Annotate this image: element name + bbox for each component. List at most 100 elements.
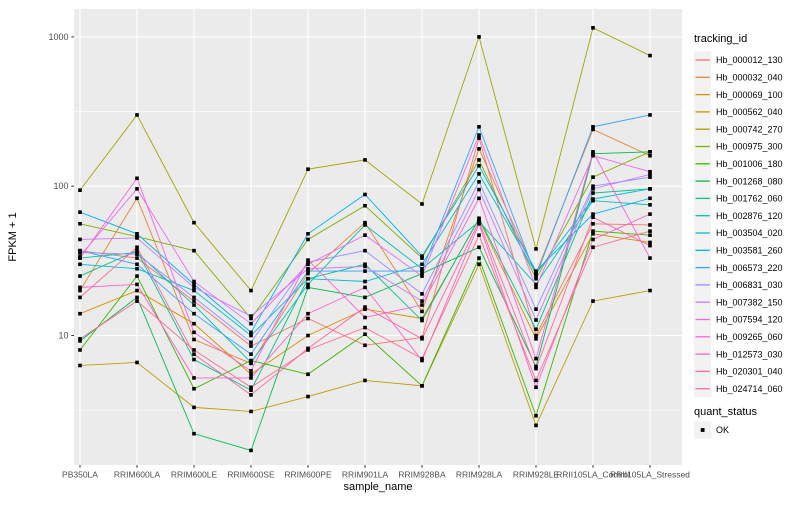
data-point: [249, 340, 253, 345]
data-point: [135, 288, 139, 293]
data-point: [534, 413, 538, 418]
data-point: [192, 282, 196, 287]
data-point: [363, 264, 367, 269]
data-point: [534, 247, 538, 251]
data-point: [249, 409, 253, 414]
data-point: [363, 325, 367, 330]
data-point: [477, 180, 481, 184]
data-point: [534, 385, 538, 390]
data-point: [249, 358, 253, 363]
data-point: [192, 431, 196, 436]
data-point: [78, 363, 82, 368]
data-point: [648, 149, 652, 154]
legend-label: Hb_001006_180: [716, 159, 783, 169]
data-point: [78, 288, 82, 293]
legend-label: Hb_009265_060: [716, 332, 783, 342]
data-point: [477, 35, 481, 39]
legend-item: Hb_012573_030: [694, 345, 783, 363]
x-tick-label: RRIM600PE: [284, 470, 332, 480]
data-point: [78, 339, 82, 343]
data-point: [78, 256, 82, 260]
data-point: [249, 376, 253, 380]
data-point: [420, 274, 424, 278]
data-point: [534, 327, 538, 332]
legend-label: Hb_002876_120: [716, 211, 783, 221]
data-point: [135, 176, 139, 181]
data-point: [306, 260, 310, 264]
data-point: [420, 384, 424, 388]
data-point: [477, 245, 481, 250]
data-point: [648, 203, 652, 207]
data-point: [306, 231, 310, 236]
legend-item: Hb_003504_020: [694, 224, 783, 242]
legend-label: Hb_012573_030: [716, 349, 783, 359]
data-point: [591, 26, 595, 30]
legend-item: Hb_009265_060: [694, 328, 783, 346]
data-point: [420, 309, 424, 314]
data-point: [591, 184, 595, 188]
data-point: [420, 358, 424, 363]
data-point: [306, 258, 310, 262]
data-point: [648, 169, 652, 174]
data-point: [249, 448, 253, 453]
data-point: [249, 330, 253, 335]
legend-label: Hb_007382_150: [716, 297, 783, 307]
data-point: [534, 378, 538, 383]
legend-item: Hb_007594_120: [694, 310, 783, 329]
data-point: [306, 266, 310, 271]
data-point: [249, 393, 253, 397]
data-point: [78, 221, 82, 226]
data-point: [306, 237, 310, 242]
data-point: [420, 299, 424, 303]
data-point: [591, 231, 595, 236]
data-point: [135, 299, 139, 303]
data-point: [534, 285, 538, 290]
data-point: [648, 113, 652, 117]
data-point: [420, 337, 424, 341]
data-point: [534, 366, 538, 371]
data-point: [477, 133, 481, 137]
data-point: [135, 282, 139, 287]
data-point: [306, 333, 310, 338]
legend-title-tracking-id: tracking_id: [694, 33, 747, 45]
data-point: [363, 315, 367, 320]
data-point: [591, 149, 595, 154]
data-point: [135, 231, 139, 236]
legend-label: Hb_024714_060: [716, 384, 783, 394]
data-point: [192, 311, 196, 316]
data-point: [591, 212, 595, 216]
data-point: [135, 196, 139, 201]
data-point: [648, 288, 652, 293]
data-point: [477, 221, 481, 226]
legend-label: Hb_003581_260: [716, 246, 783, 256]
legend-item: Hb_002876_120: [694, 207, 783, 225]
data-point: [192, 357, 196, 362]
legend-label: Hb_000742_270: [716, 124, 783, 134]
data-point: [591, 187, 595, 191]
data-point: [192, 285, 196, 290]
data-point: [534, 307, 538, 312]
data-point: [420, 266, 424, 271]
x-tick-label: PB350LA: [62, 470, 98, 480]
data-point: [534, 333, 538, 338]
data-point: [306, 311, 310, 316]
data-point: [477, 187, 481, 192]
data-point: [420, 303, 424, 307]
data-point: [78, 254, 82, 258]
data-point: [363, 158, 367, 162]
data-point: [477, 196, 481, 201]
data-point: [249, 288, 253, 293]
legend-label: Hb_007594_120: [716, 315, 783, 325]
x-axis-title: sample_name: [343, 481, 412, 493]
legend-item: Hb_001762_060: [694, 189, 783, 208]
y-tick-label: 100: [53, 181, 68, 191]
data-point: [648, 175, 652, 179]
data-point: [78, 210, 82, 214]
legend-item: Hb_007382_150: [694, 293, 783, 311]
data-point: [135, 256, 139, 260]
data-point: [363, 307, 367, 312]
legend-label: Hb_000975_300: [716, 142, 783, 152]
data-point: [534, 364, 538, 369]
data-point: [192, 386, 196, 391]
data-point: [534, 276, 538, 281]
